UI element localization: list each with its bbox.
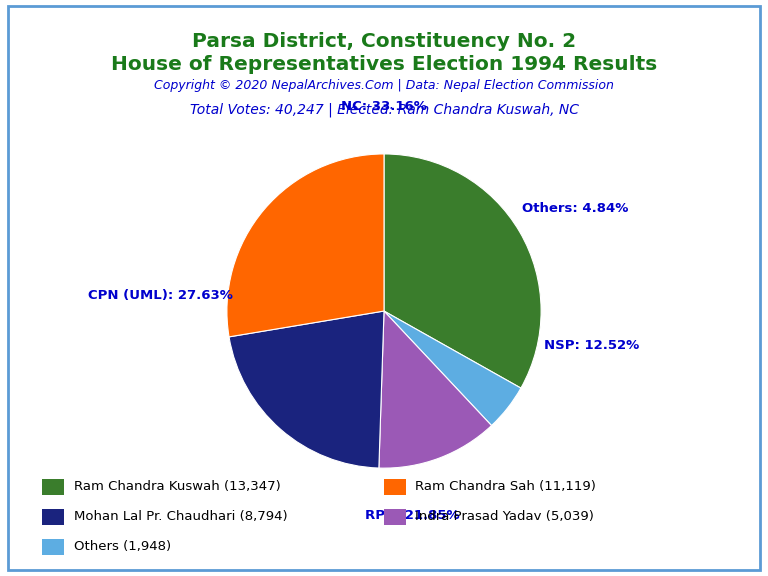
Text: Others: 4.84%: Others: 4.84% xyxy=(522,202,629,215)
Wedge shape xyxy=(379,311,492,468)
Text: Others (1,948): Others (1,948) xyxy=(74,540,170,553)
Text: NSP: 12.52%: NSP: 12.52% xyxy=(544,339,639,352)
Wedge shape xyxy=(384,311,521,426)
Text: Copyright © 2020 NepalArchives.Com | Data: Nepal Election Commission: Copyright © 2020 NepalArchives.Com | Dat… xyxy=(154,79,614,93)
Wedge shape xyxy=(229,311,384,468)
Text: Ram Chandra Sah (11,119): Ram Chandra Sah (11,119) xyxy=(415,480,597,493)
Wedge shape xyxy=(227,154,384,337)
Text: CPN (UML): 27.63%: CPN (UML): 27.63% xyxy=(88,289,233,302)
Wedge shape xyxy=(384,154,541,388)
Text: RPP: 21.85%: RPP: 21.85% xyxy=(365,509,459,522)
Text: Ram Chandra Kuswah (13,347): Ram Chandra Kuswah (13,347) xyxy=(74,480,280,493)
Text: NC: 33.16%: NC: 33.16% xyxy=(341,100,427,113)
Text: House of Representatives Election 1994 Results: House of Representatives Election 1994 R… xyxy=(111,55,657,74)
Text: Indra Prasad Yadav (5,039): Indra Prasad Yadav (5,039) xyxy=(415,510,594,523)
Text: Parsa District, Constituency No. 2: Parsa District, Constituency No. 2 xyxy=(192,32,576,51)
Text: Mohan Lal Pr. Chaudhari (8,794): Mohan Lal Pr. Chaudhari (8,794) xyxy=(74,510,287,523)
Text: Total Votes: 40,247 | Elected: Ram Chandra Kuswah, NC: Total Votes: 40,247 | Elected: Ram Chand… xyxy=(190,103,578,117)
